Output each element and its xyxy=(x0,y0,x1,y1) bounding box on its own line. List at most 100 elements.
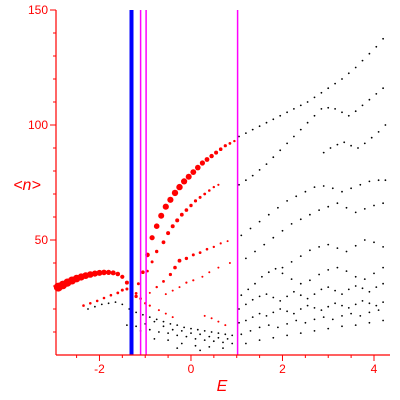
data-point xyxy=(180,342,183,345)
data-point xyxy=(228,142,232,145)
data-point xyxy=(135,311,138,314)
data-point xyxy=(382,266,384,269)
data-point xyxy=(336,247,339,250)
data-point xyxy=(208,335,211,338)
data-point xyxy=(162,325,165,328)
data-point xyxy=(373,272,375,275)
data-point xyxy=(94,305,96,308)
data-point xyxy=(196,328,199,331)
data-point xyxy=(327,269,330,271)
axes-layer xyxy=(55,10,390,356)
data-point xyxy=(313,318,316,321)
data-point xyxy=(354,244,357,247)
x-tick-label: 0 xyxy=(188,362,195,376)
data-point xyxy=(327,106,330,109)
data-point xyxy=(267,271,270,274)
data-point xyxy=(176,183,183,191)
data-point xyxy=(354,324,357,326)
data-point xyxy=(279,114,282,117)
data-point xyxy=(286,323,288,325)
data-point xyxy=(354,211,357,214)
data-point xyxy=(347,288,350,291)
data-point xyxy=(193,199,198,203)
data-point xyxy=(318,209,320,212)
data-point xyxy=(293,135,295,138)
data-point xyxy=(299,332,302,334)
data-point xyxy=(167,332,170,334)
data-point xyxy=(341,293,343,295)
data-point xyxy=(245,257,247,260)
data-point xyxy=(354,285,357,287)
data-point xyxy=(238,308,240,310)
data-point xyxy=(357,147,359,149)
data-point xyxy=(199,349,202,352)
data-point xyxy=(299,294,302,297)
data-point xyxy=(251,298,254,301)
data-point xyxy=(345,250,348,253)
data-point xyxy=(299,255,302,257)
data-point xyxy=(120,274,125,279)
data-point xyxy=(204,157,210,162)
data-point xyxy=(161,240,166,245)
y-tick-label: 100 xyxy=(28,118,48,132)
data-point xyxy=(218,147,223,151)
data-point xyxy=(277,326,279,329)
data-point xyxy=(267,324,270,326)
data-point xyxy=(322,151,325,154)
data-point xyxy=(251,174,254,177)
data-point xyxy=(306,101,309,103)
data-point xyxy=(320,108,323,110)
data-point xyxy=(233,139,236,143)
data-point xyxy=(309,213,311,216)
data-point xyxy=(199,160,205,166)
data-point xyxy=(293,312,295,315)
data-point xyxy=(375,93,378,95)
data-point xyxy=(318,246,320,248)
x-tick-label: 4 xyxy=(371,362,378,376)
data-point xyxy=(318,273,320,276)
data-point xyxy=(313,330,316,332)
data-point xyxy=(281,266,284,269)
data-point xyxy=(107,302,110,305)
data-point xyxy=(286,200,288,202)
ticks-layer: -2 0 2 4 50 100 150 xyxy=(28,3,378,376)
data-point xyxy=(313,114,316,117)
data-point xyxy=(286,310,288,313)
data-point xyxy=(313,96,316,99)
data-point xyxy=(258,339,261,341)
data-point xyxy=(347,72,350,75)
data-point xyxy=(370,136,373,139)
data-point xyxy=(210,317,213,320)
vertical-lines-layer xyxy=(129,10,239,355)
data-point xyxy=(361,59,364,62)
data-point xyxy=(179,212,184,217)
data-point xyxy=(183,326,186,329)
data-point xyxy=(231,334,234,337)
x-axis-title: E xyxy=(217,378,228,395)
data-point xyxy=(336,202,339,205)
data-point xyxy=(203,314,206,317)
data-point xyxy=(203,192,207,196)
data-point xyxy=(293,290,295,293)
data-point xyxy=(322,185,325,187)
data-point xyxy=(368,321,371,324)
data-point xyxy=(304,321,307,324)
data-point xyxy=(214,150,219,155)
data-point xyxy=(331,187,334,190)
data-point xyxy=(153,223,160,229)
data-point xyxy=(148,328,151,331)
data-point xyxy=(157,309,160,312)
data-point xyxy=(382,301,384,303)
data-point xyxy=(354,66,357,69)
data-point xyxy=(194,338,197,340)
data-point xyxy=(201,275,204,278)
data-point xyxy=(87,308,89,310)
data-point xyxy=(106,269,112,275)
data-point xyxy=(238,183,240,186)
data-point xyxy=(309,279,311,282)
data-point xyxy=(224,324,227,327)
data-point xyxy=(153,320,156,323)
data-point xyxy=(210,331,213,333)
data-point xyxy=(354,110,357,113)
data-point xyxy=(258,295,261,298)
